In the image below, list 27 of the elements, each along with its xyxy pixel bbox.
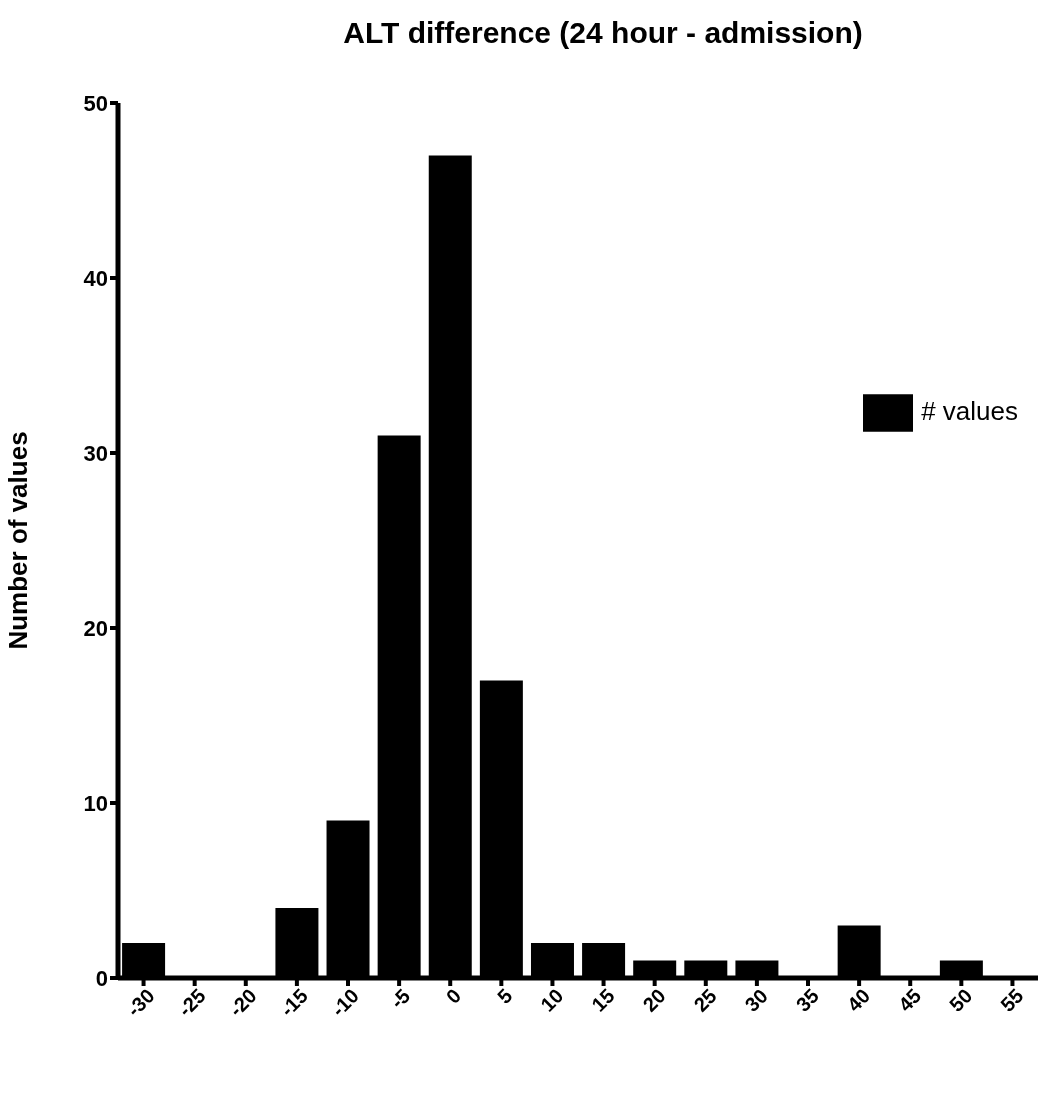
x-tick-label: 30 xyxy=(740,984,772,1016)
x-tick-label: 0 xyxy=(441,984,466,1008)
y-tick-label: 0 xyxy=(95,965,108,991)
legend-label: # values xyxy=(921,395,1018,426)
x-tick-label: 40 xyxy=(842,984,875,1016)
y-tick-label: 10 xyxy=(83,790,108,816)
x-tick-label: 25 xyxy=(689,984,721,1016)
x-tick-label: 10 xyxy=(536,984,568,1016)
x-tick-label: 50 xyxy=(945,984,977,1016)
x-tick-label: -5 xyxy=(386,984,415,1013)
chart-title: ALT difference (24 hour - admission) xyxy=(342,15,864,51)
y-tick-label: 50 xyxy=(83,90,108,116)
y-tick-label: 20 xyxy=(83,615,108,641)
x-tick-label: 55 xyxy=(996,984,1028,1016)
x-tick-label: -20 xyxy=(224,984,261,1021)
x-tick-label: 5 xyxy=(492,984,517,1008)
x-tick-label: -25 xyxy=(173,984,210,1021)
x-tick-label: 20 xyxy=(638,984,670,1016)
x-tick-label: -10 xyxy=(327,984,364,1021)
x-tick-label: 15 xyxy=(587,984,619,1016)
x-tick-label: -15 xyxy=(275,984,312,1021)
x-tick-label: -30 xyxy=(122,984,159,1021)
x-tick-label: 35 xyxy=(791,984,824,1016)
x-tick-label: 45 xyxy=(893,984,926,1016)
y-tick-label: 40 xyxy=(83,265,108,291)
y-tick-label: 30 xyxy=(83,440,108,466)
y-axis-title: Number of values xyxy=(3,431,34,650)
